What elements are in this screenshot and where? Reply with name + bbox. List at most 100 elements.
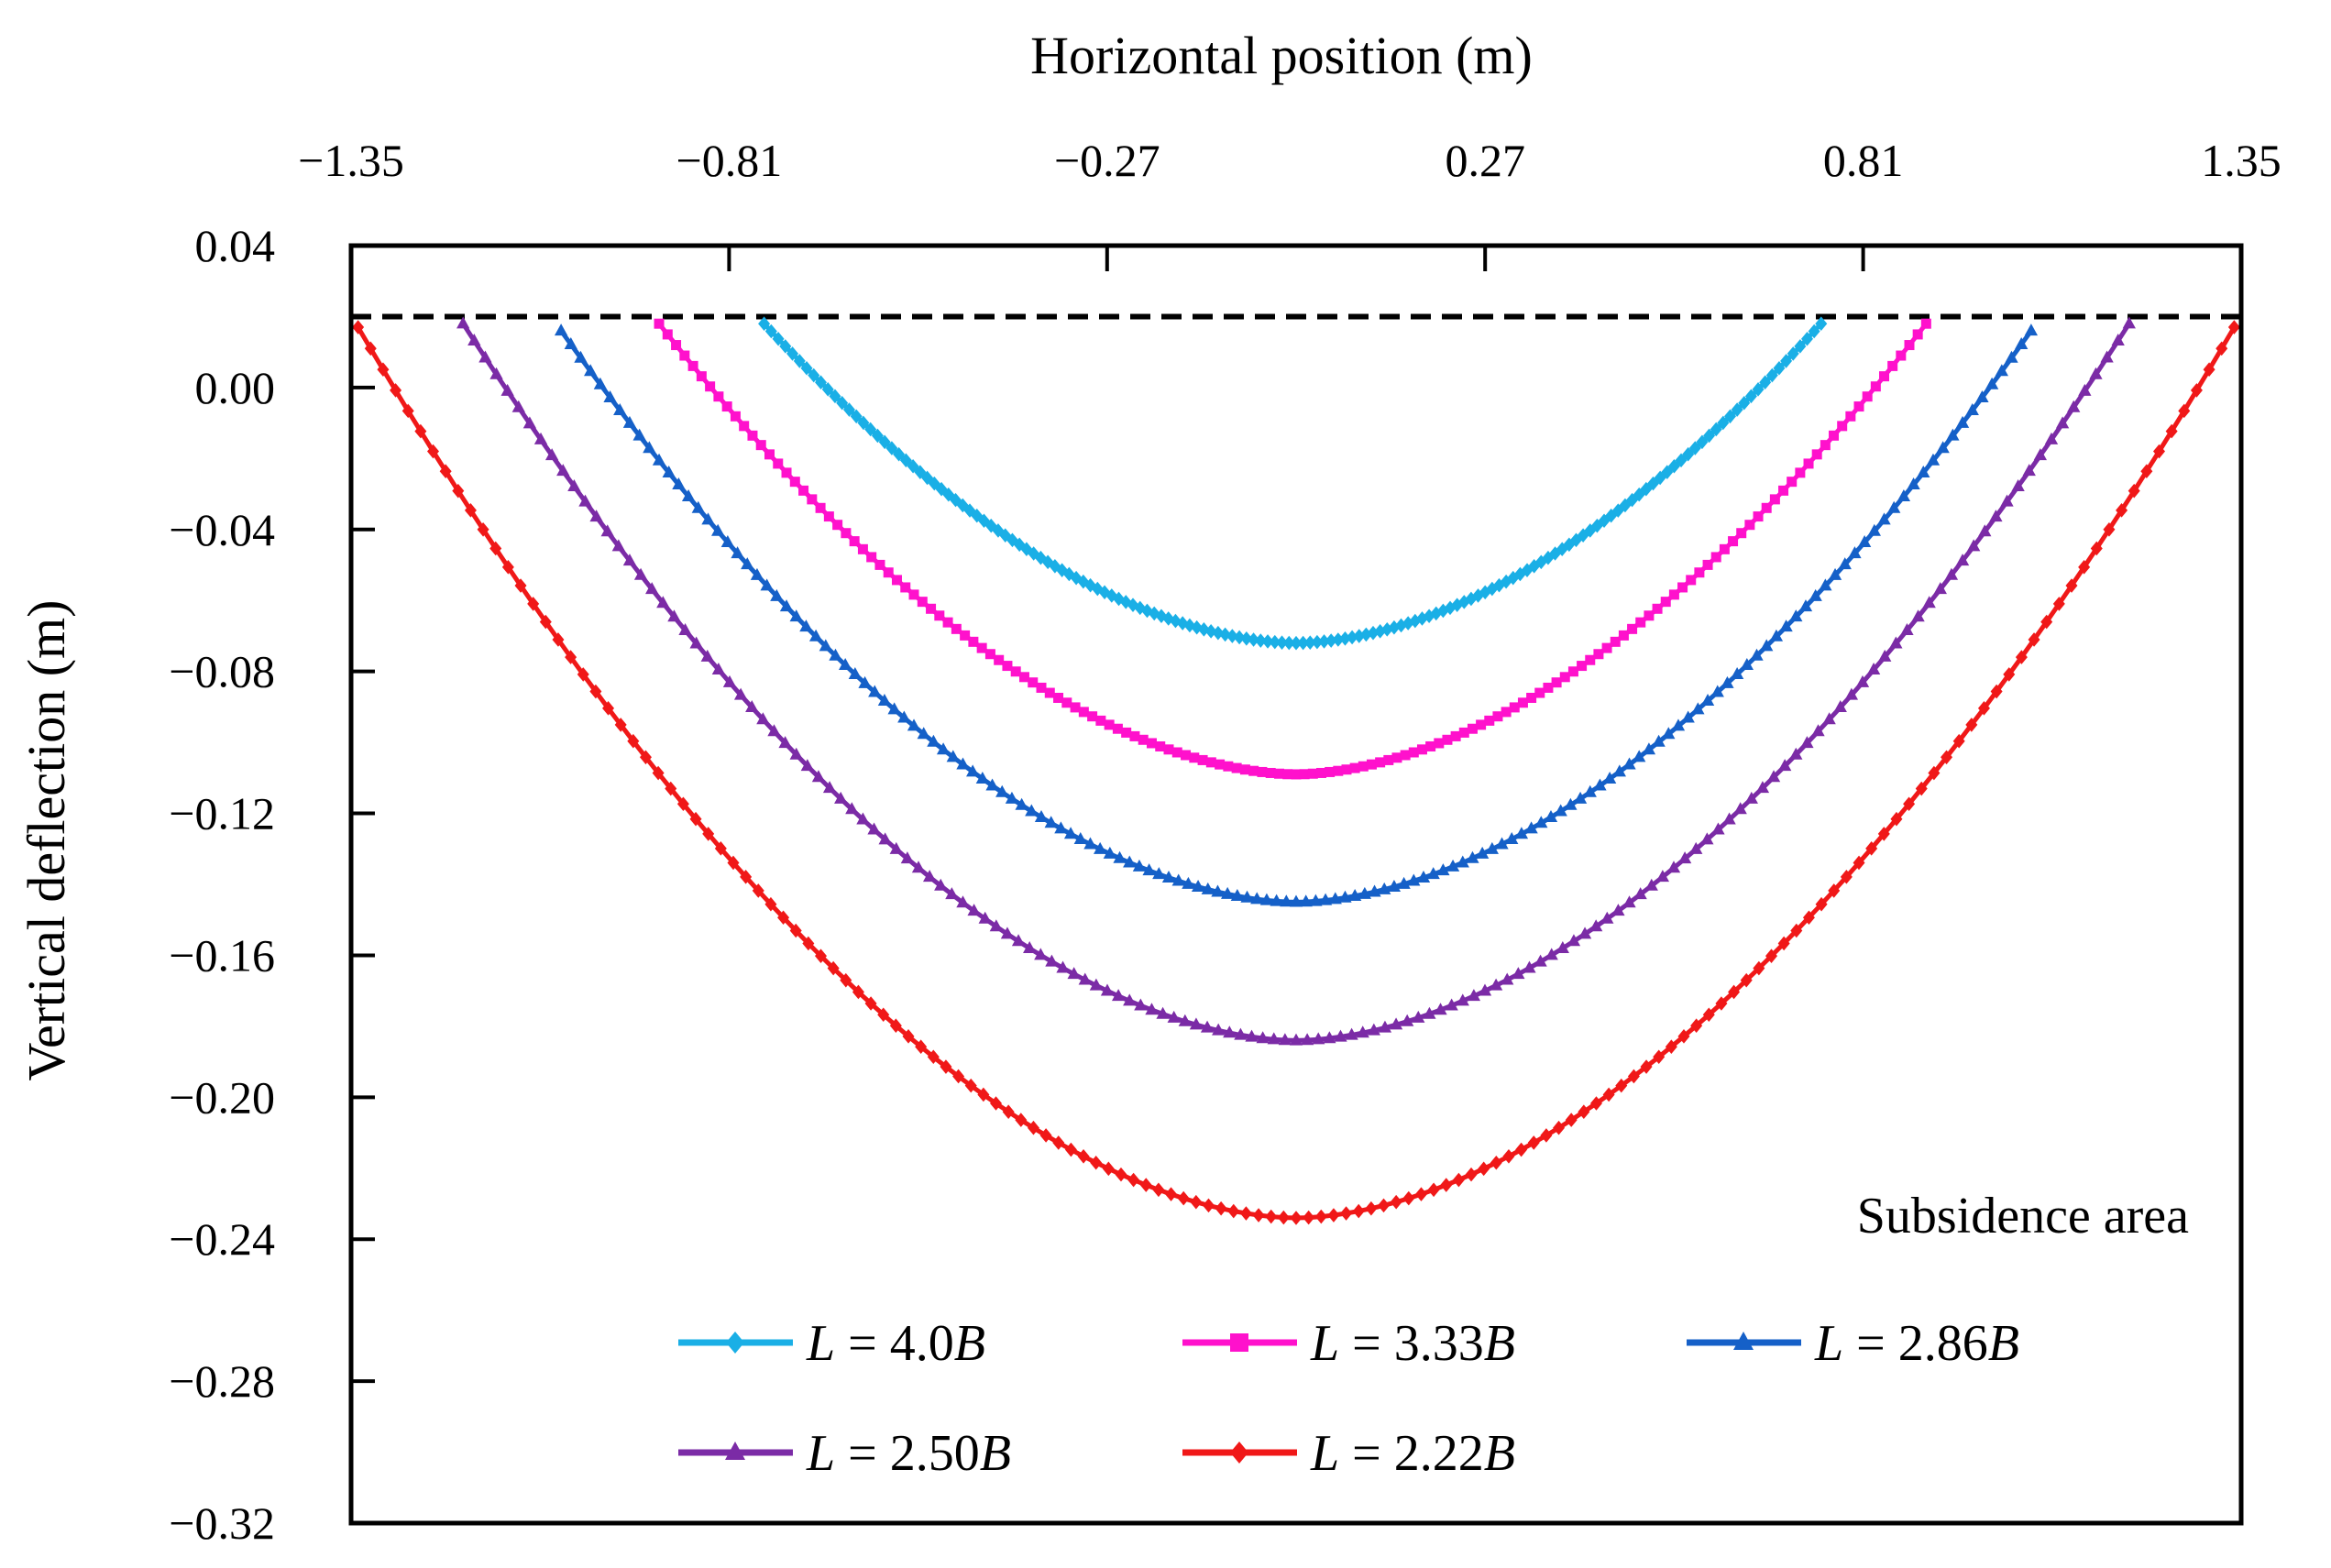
data-point	[1890, 811, 1903, 827]
data-point	[1261, 634, 1274, 649]
data-point	[556, 464, 570, 477]
data-point	[2140, 464, 2153, 479]
data-point	[705, 381, 716, 392]
data-point	[691, 500, 705, 513]
data-point	[1414, 1187, 1427, 1201]
data-point	[1829, 430, 1840, 441]
data-point	[1067, 967, 1081, 980]
data-point	[1501, 972, 1514, 985]
data-point	[2216, 341, 2228, 356]
data-point	[1223, 761, 1234, 772]
data-point	[577, 667, 589, 682]
data-point	[439, 464, 452, 479]
data-point	[1191, 620, 1204, 635]
data-point	[1312, 1032, 1325, 1045]
data-point	[1502, 1148, 1515, 1164]
data-point	[891, 575, 902, 586]
data-point	[1682, 446, 1695, 462]
data-point	[1926, 453, 1941, 466]
data-point	[696, 371, 707, 382]
data-point	[874, 559, 885, 570]
data-point	[1327, 1208, 1340, 1223]
data-point	[1877, 827, 1890, 841]
data-point	[681, 488, 696, 501]
data-point	[679, 350, 690, 361]
data-point	[1440, 1178, 1453, 1192]
data-point	[377, 362, 390, 378]
data-point	[1436, 863, 1450, 876]
data-point	[1015, 1113, 1028, 1127]
data-point	[995, 784, 1009, 797]
data-point	[1063, 827, 1078, 839]
data-point	[2022, 464, 2036, 477]
data-point	[877, 694, 892, 707]
data-point	[789, 609, 803, 622]
data-point	[1660, 597, 1671, 608]
data-point	[893, 446, 906, 462]
data-point	[864, 996, 877, 1011]
data-point	[849, 536, 860, 547]
data-point	[1567, 934, 1581, 947]
x-tick-label: 0.81	[1823, 135, 1904, 186]
data-point	[760, 578, 774, 591]
data-point	[1123, 855, 1137, 868]
data-point	[1517, 697, 1528, 708]
data-point	[1845, 411, 1856, 422]
data-point	[1146, 738, 1157, 749]
data-point	[1640, 1059, 1653, 1074]
data-point	[1985, 377, 1999, 389]
data-point	[652, 453, 666, 466]
data-point	[917, 597, 928, 608]
data-point	[2111, 334, 2125, 346]
data-point	[857, 543, 868, 554]
data-point	[1269, 634, 1281, 650]
data-point	[1423, 1006, 1436, 1019]
data-point	[1416, 744, 1427, 755]
data-point	[1773, 360, 1786, 376]
data-point	[1778, 485, 1789, 496]
data-point	[1965, 718, 1978, 732]
data-point	[1803, 458, 1814, 469]
x-tick-label: −0.81	[676, 135, 783, 186]
data-point	[951, 623, 962, 634]
data-point	[1270, 894, 1283, 906]
data-point	[456, 316, 470, 329]
data-point	[2122, 316, 2136, 329]
data-point	[1719, 543, 1730, 554]
data-point	[1681, 710, 1695, 723]
data-point	[800, 360, 813, 376]
data-point	[1790, 923, 1803, 938]
data-point	[1688, 441, 1701, 455]
data-point	[1450, 730, 1461, 741]
data-point	[1567, 666, 1578, 677]
data-point	[622, 554, 637, 566]
data-point	[2011, 479, 2025, 492]
data-point	[1589, 1096, 1602, 1111]
x-axis-title: Horizontal position (m)	[1030, 26, 1533, 85]
data-point	[2090, 541, 2103, 556]
data-point	[1652, 734, 1666, 747]
data-point	[452, 483, 465, 499]
data-point	[401, 403, 414, 419]
data-point	[1478, 983, 1492, 996]
data-point	[1442, 734, 1453, 745]
data-point	[1259, 893, 1274, 905]
data-point	[767, 724, 781, 737]
data-point	[994, 654, 1005, 665]
data-point	[966, 764, 980, 777]
data-point	[1809, 588, 1822, 601]
data-point	[764, 449, 775, 460]
data-point	[1282, 635, 1295, 651]
data-point	[832, 520, 843, 531]
data-point	[662, 465, 676, 477]
data-point	[883, 567, 894, 578]
y-tick-label: −0.24	[169, 1213, 275, 1265]
data-point	[1696, 434, 1709, 450]
data-point	[2152, 444, 2165, 459]
data-point	[857, 415, 870, 431]
data-point	[689, 636, 703, 649]
legend-item-4: L = 2.50B	[678, 1425, 1011, 1482]
data-point	[1391, 752, 1402, 763]
data-point	[1077, 1148, 1090, 1164]
data-point	[752, 883, 764, 898]
